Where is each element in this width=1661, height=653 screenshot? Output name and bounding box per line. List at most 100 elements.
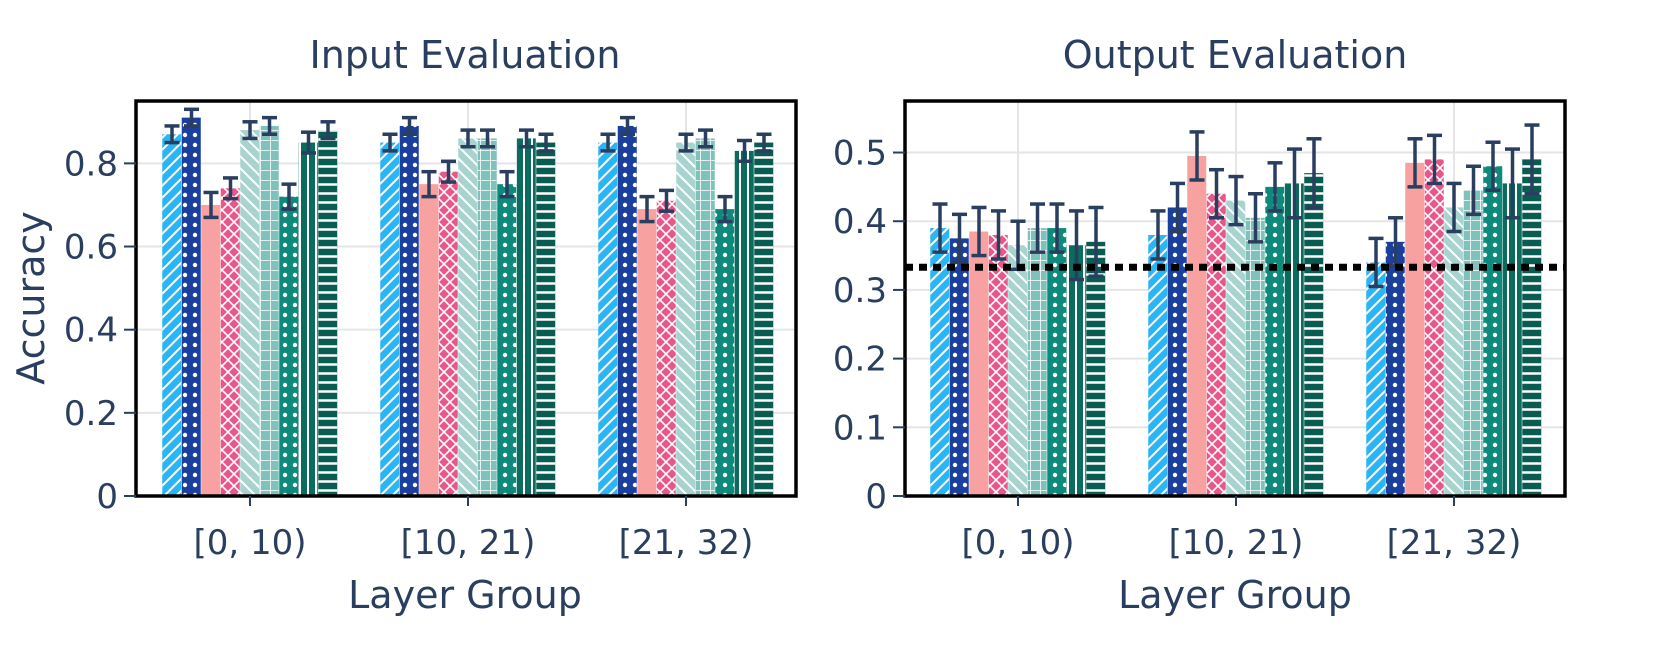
bar-s2-group-0 — [949, 238, 969, 497]
error-bars — [164, 107, 772, 224]
bar-pattern — [1047, 228, 1067, 496]
y-tick-label: 0.1 — [833, 408, 887, 448]
bar-s9-group-2 — [1522, 159, 1542, 497]
error-bar — [1088, 205, 1104, 278]
x-ticks: [0, 10) [10, 21) [21, 32) — [961, 496, 1521, 563]
output-evaluation-panel: Output Evaluation Layer Group 0 0.1 0.2 0.3… — [833, 33, 1567, 617]
error-bar — [678, 132, 694, 153]
error-bar — [538, 132, 554, 153]
error-bar — [1306, 137, 1322, 210]
bar-s5-group-1 — [458, 138, 478, 496]
bar-s8-group-1 — [516, 138, 536, 496]
bar-s7-group-2 — [1483, 166, 1503, 496]
panel-title: Output Evaluation — [1063, 33, 1408, 77]
error-bar — [1170, 181, 1185, 234]
bar-s8-group-0 — [298, 142, 318, 496]
bar-s3-group-1 — [1187, 155, 1207, 496]
error-bar — [698, 128, 713, 149]
error-bar — [480, 128, 495, 149]
error-bar — [971, 205, 987, 258]
bar-pattern — [1265, 186, 1285, 496]
bar-s4-group-2 — [656, 200, 676, 496]
bar-pattern — [988, 234, 1008, 496]
bar-pattern — [1284, 183, 1304, 496]
bar-s8-group-2 — [1502, 183, 1522, 496]
y-tick-label: 0.3 — [833, 271, 887, 311]
error-bar — [499, 169, 515, 199]
bar-s3-group-0 — [201, 204, 221, 496]
error-bar — [1446, 181, 1462, 234]
error-bar — [1049, 202, 1065, 254]
error-bar — [639, 194, 655, 224]
error-bar — [519, 128, 534, 149]
error-bar — [441, 159, 456, 184]
bar-pattern — [1424, 159, 1444, 497]
bar-pattern — [220, 188, 240, 496]
bar-s6-group-1 — [477, 138, 497, 496]
y-ticks: 0 0.2 0.4 0.6 0.8 — [64, 144, 136, 517]
error-bar — [1524, 123, 1540, 196]
bar-s1-group-1 — [380, 142, 400, 496]
bar-pattern — [516, 138, 536, 496]
bar — [637, 209, 657, 496]
bar-pattern — [1483, 166, 1503, 496]
error-bar — [1287, 147, 1302, 220]
error-bar — [281, 182, 297, 211]
bar-pattern — [497, 184, 517, 496]
error-bars — [932, 123, 1540, 289]
bar-s4-group-0 — [988, 234, 1008, 496]
bar-s5-group-0 — [240, 130, 260, 496]
error-bar — [1427, 133, 1442, 186]
y-tick-label: 0.6 — [64, 228, 118, 268]
error-bar — [1485, 140, 1501, 193]
bar-s3-group-1 — [419, 184, 439, 496]
bar-pattern — [259, 125, 279, 497]
bar-s7-group-1 — [497, 184, 517, 496]
bar-pattern — [298, 142, 318, 496]
bar-s6-group-1 — [1245, 217, 1265, 497]
bar-s8-group-1 — [1284, 183, 1304, 496]
y-tick-label: 0.8 — [64, 144, 118, 184]
bar-pattern — [438, 171, 458, 496]
bar-s8-group-0 — [1066, 245, 1086, 496]
bar-pattern — [1366, 262, 1386, 496]
bar-s6-group-2 — [1463, 190, 1483, 496]
bar-s9-group-0 — [318, 130, 338, 496]
bar-pattern — [1522, 159, 1542, 497]
bar-s2-group-1 — [1167, 207, 1187, 496]
error-bar — [262, 115, 277, 137]
bar-s2-group-2 — [617, 125, 637, 497]
bars — [162, 117, 774, 497]
x-tick-label: [0, 10) — [961, 523, 1074, 563]
bar-pattern — [695, 138, 715, 496]
bar-s4-group-0 — [220, 188, 240, 496]
bar-s4-group-2 — [1424, 159, 1444, 497]
error-bar — [223, 176, 238, 201]
bar — [201, 204, 221, 496]
bar-pattern — [477, 138, 497, 496]
error-bar — [1209, 167, 1224, 220]
x-tick-label: [10, 21) — [401, 523, 536, 563]
bar-pattern — [1008, 245, 1028, 496]
bar-pattern — [1066, 245, 1086, 496]
bar-pattern — [1086, 241, 1106, 496]
error-bar — [1248, 191, 1263, 244]
bar-pattern — [1226, 200, 1246, 496]
bar-pattern — [949, 238, 969, 497]
x-tick-label: [21, 32) — [1387, 523, 1522, 563]
error-bar — [1267, 161, 1283, 213]
error-bar — [991, 209, 1006, 261]
error-bar — [1368, 236, 1384, 289]
bar — [1405, 162, 1425, 496]
bar-s2-group-0 — [181, 117, 201, 496]
y-tick-label: 0.2 — [64, 394, 118, 434]
bar — [1187, 155, 1207, 496]
error-bar — [421, 169, 437, 199]
error-bar — [952, 212, 967, 265]
bar-s1-group-0 — [162, 134, 182, 496]
bar-pattern — [162, 134, 182, 496]
bar-s8-group-2 — [734, 150, 754, 497]
y-tick-label: 0.4 — [64, 311, 118, 351]
bar-pattern — [536, 142, 556, 496]
